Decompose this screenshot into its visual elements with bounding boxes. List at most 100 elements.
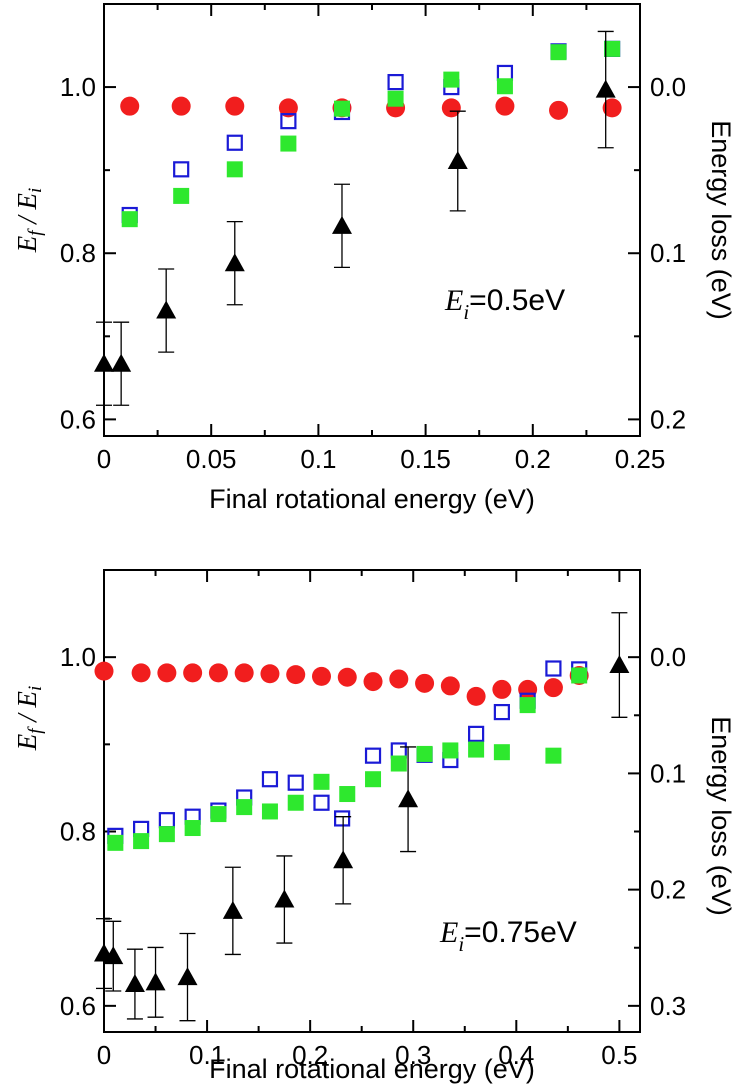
data-point-red-circle — [260, 664, 280, 684]
data-point-green-square — [133, 833, 150, 850]
y-axis-label: Ef / Ei — [12, 686, 46, 752]
data-point-black-triangle — [145, 972, 166, 991]
data-point-green-square — [184, 820, 201, 837]
right-y-tick-label: 0.2 — [650, 875, 686, 905]
x-tick-label: 0.2 — [515, 444, 551, 474]
data-point-blue-open-square — [158, 812, 175, 829]
data-point-green-square — [173, 187, 190, 204]
data-point-green-square — [519, 697, 536, 714]
data-point-blue-open-square — [545, 660, 562, 677]
data-point-blue-open-square — [468, 725, 485, 742]
data-point-blue-open-square — [387, 73, 404, 91]
x-tick-label: 0.05 — [186, 444, 237, 474]
data-point-green-square — [210, 806, 227, 823]
data-point-green-square — [493, 744, 510, 761]
y-axis-label-part: / — [12, 707, 42, 728]
x-axis-label: Final rotational energy (eV) — [209, 1054, 535, 1084]
right-y-tick-label: 0.3 — [650, 991, 686, 1021]
series-blue-open-squares — [107, 660, 588, 844]
y-tick-label: 0.8 — [60, 238, 96, 268]
data-point-black-triangle — [103, 946, 124, 965]
y-axis-label-part: f — [25, 726, 46, 734]
data-point-green-square — [107, 834, 124, 851]
annotation-subscript: i — [463, 300, 469, 324]
data-point-green-square — [571, 667, 588, 684]
y-axis-label-part: i — [25, 686, 46, 691]
data-point-red-circle — [466, 686, 486, 706]
x-tick-label: 0.1 — [300, 444, 336, 474]
data-point-red-circle — [311, 666, 331, 686]
data-point-blue-open-square — [364, 747, 382, 764]
y-axis-label-part: E — [12, 235, 42, 253]
annotation-value: =0.75eV — [464, 916, 577, 949]
annotation-value: =0.5eV — [469, 284, 565, 317]
data-point-red-circle — [120, 96, 140, 116]
annotation-subscript: i — [458, 932, 464, 956]
y-axis-label-part: / — [12, 209, 42, 230]
data-point-red-circle — [363, 672, 383, 692]
right-y-tick-label: 0.1 — [650, 758, 686, 788]
incident-energy-annotation: Ei=0.75eV — [439, 916, 577, 956]
y-axis-label-part: E — [12, 733, 42, 751]
x-tick-label: 0.4 — [498, 1040, 534, 1070]
x-tick-label: 0.25 — [615, 444, 666, 474]
data-point-green-square — [339, 786, 356, 803]
data-point-red-circle — [234, 663, 254, 683]
data-point-blue-open-square — [226, 134, 243, 151]
data-point-blue-open-square — [313, 794, 330, 811]
data-point-red-circle — [441, 98, 461, 118]
series-green-filled-squares — [107, 667, 588, 851]
series-black-triangles — [94, 30, 616, 406]
data-point-red-circle — [337, 667, 357, 687]
data-point-red-circle — [94, 661, 114, 681]
plot-frame — [103, 569, 641, 1033]
y-axis-label-part: E — [12, 192, 42, 210]
data-point-green-square — [236, 799, 253, 816]
data-point-red-circle — [602, 98, 622, 118]
right-y-tick-label: 0.0 — [650, 642, 686, 672]
data-point-black-triangle — [222, 900, 243, 919]
data-point-red-circle — [171, 96, 191, 116]
series-black-triangles — [94, 612, 630, 1022]
data-point-red-circle — [543, 678, 563, 698]
data-point-red-circle — [183, 663, 203, 683]
data-point-red-circle — [389, 669, 409, 689]
right-y-tick-label: 0.0 — [650, 72, 686, 102]
data-point-red-circle — [549, 100, 569, 120]
annotation-symbol: E — [444, 284, 463, 317]
data-point-red-circle — [495, 96, 515, 116]
data-point-blue-open-square — [390, 742, 407, 759]
data-point-green-square — [261, 803, 278, 820]
x-tick-label: 0.1 — [189, 1040, 225, 1070]
data-point-blue-open-square — [173, 161, 190, 178]
data-point-red-circle — [278, 98, 298, 118]
data-point-red-circle — [225, 96, 245, 116]
y-tick-label: 0.6 — [60, 991, 96, 1021]
data-point-green-square — [442, 742, 459, 759]
x-tick-label: 0.15 — [400, 444, 451, 474]
data-point-green-square — [280, 135, 297, 152]
series-red-circles — [94, 661, 589, 706]
right-y-axis-label: Energy loss (eV) — [706, 120, 736, 320]
x-axis-label: Final rotational energy (eV) — [209, 484, 535, 514]
data-point-black-triangle — [177, 967, 198, 986]
y-axis-label-part: f — [25, 228, 46, 236]
data-point-black-triangle — [274, 889, 295, 908]
y-axis-label: Ef / Ei — [12, 188, 46, 254]
data-point-green-square — [387, 90, 404, 107]
data-point-black-triangle — [111, 353, 132, 372]
data-point-green-square — [158, 826, 175, 843]
x-tick-label: 0.5 — [601, 1040, 637, 1070]
data-point-green-square — [287, 794, 304, 811]
data-point-green-square — [365, 771, 382, 788]
data-point-red-circle — [208, 663, 228, 683]
data-point-green-square — [468, 741, 485, 758]
series-blue-open-squares — [121, 40, 621, 224]
data-point-green-square — [333, 100, 350, 117]
data-point-red-circle — [131, 663, 151, 683]
y-axis-label-part: i — [25, 188, 46, 193]
data-point-black-triangle — [94, 353, 114, 372]
y-tick-label: 1.0 — [60, 642, 96, 672]
data-point-blue-open-square — [287, 774, 304, 791]
